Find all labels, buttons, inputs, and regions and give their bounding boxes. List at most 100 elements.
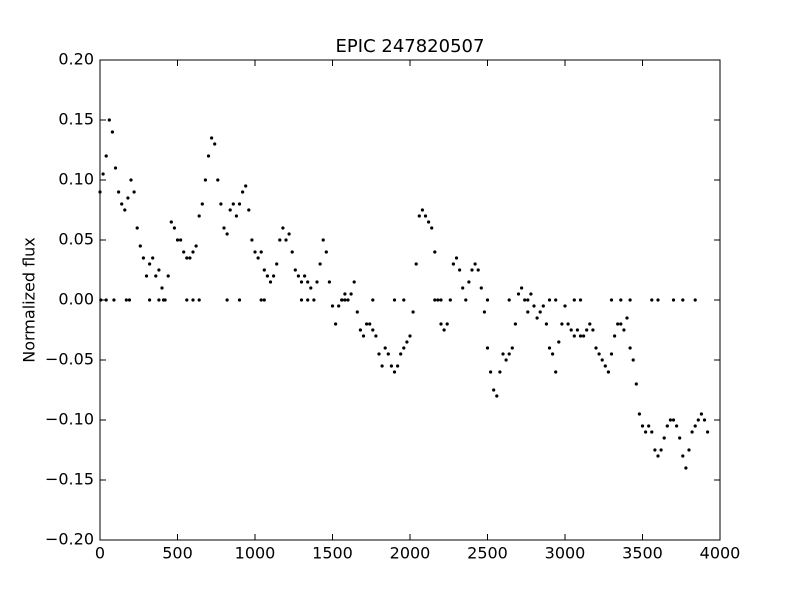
x-tick-label: 0 xyxy=(95,544,105,563)
point xyxy=(532,304,536,308)
point xyxy=(259,250,263,254)
point xyxy=(392,298,397,302)
point xyxy=(306,298,310,302)
y-tick-label: 0.15 xyxy=(58,110,94,129)
y-tick-label: 0.20 xyxy=(58,50,94,69)
point xyxy=(501,352,505,356)
point xyxy=(206,154,211,158)
point xyxy=(172,226,176,230)
point xyxy=(706,430,710,434)
point xyxy=(368,322,372,326)
point xyxy=(166,274,170,278)
point xyxy=(433,298,437,302)
point xyxy=(225,298,229,302)
point xyxy=(485,346,490,350)
point xyxy=(244,184,248,188)
point xyxy=(349,292,353,296)
point xyxy=(687,448,691,452)
point xyxy=(582,334,586,338)
point xyxy=(684,466,688,470)
point xyxy=(386,352,390,356)
point xyxy=(609,352,614,356)
point xyxy=(659,448,663,452)
point xyxy=(442,328,446,332)
point xyxy=(414,262,418,266)
point xyxy=(520,286,524,290)
point xyxy=(247,208,251,212)
point xyxy=(148,298,152,302)
point xyxy=(222,226,226,230)
point xyxy=(423,214,428,218)
point xyxy=(124,298,128,302)
point xyxy=(141,256,145,260)
point xyxy=(334,322,338,326)
x-tick-label: 1000 xyxy=(235,544,276,563)
point xyxy=(253,250,257,254)
point xyxy=(662,436,666,440)
point xyxy=(355,310,359,314)
point xyxy=(619,322,623,326)
point xyxy=(591,328,595,332)
point xyxy=(392,370,397,374)
point xyxy=(157,268,161,272)
x-tick-label: 1500 xyxy=(312,544,353,563)
point xyxy=(303,274,307,278)
point xyxy=(597,352,601,356)
point xyxy=(262,298,266,302)
point xyxy=(113,166,118,170)
point xyxy=(572,334,576,338)
point xyxy=(216,178,220,182)
point xyxy=(560,322,564,326)
point xyxy=(513,322,518,326)
point xyxy=(408,334,412,338)
point xyxy=(132,190,136,194)
point xyxy=(417,214,421,218)
point xyxy=(609,298,614,302)
point xyxy=(628,298,632,302)
point xyxy=(529,292,533,296)
point xyxy=(154,274,158,278)
point xyxy=(175,238,180,242)
point xyxy=(650,430,654,434)
point xyxy=(619,298,623,302)
point xyxy=(603,364,607,368)
point xyxy=(383,346,387,350)
point xyxy=(464,298,468,302)
point xyxy=(380,364,384,368)
point xyxy=(365,322,369,326)
point xyxy=(535,316,539,320)
point xyxy=(200,202,204,206)
point xyxy=(241,190,245,194)
point xyxy=(696,418,700,422)
point xyxy=(616,322,620,326)
point xyxy=(281,226,285,230)
point xyxy=(197,298,201,302)
point xyxy=(613,334,617,338)
point xyxy=(343,292,347,296)
point xyxy=(225,232,229,236)
point xyxy=(268,280,273,284)
point xyxy=(637,412,642,416)
point xyxy=(594,346,598,350)
point xyxy=(420,208,424,212)
point xyxy=(482,310,486,314)
y-tick-label: −0.05 xyxy=(45,350,94,369)
point xyxy=(104,154,108,158)
point xyxy=(340,298,344,302)
point xyxy=(640,424,645,428)
point xyxy=(402,346,406,350)
point xyxy=(675,424,679,428)
point xyxy=(628,346,632,350)
point xyxy=(389,364,393,368)
point xyxy=(374,334,378,338)
point xyxy=(405,340,409,344)
point xyxy=(343,298,347,302)
point xyxy=(129,178,133,182)
point xyxy=(451,262,455,266)
point xyxy=(144,274,149,278)
point xyxy=(653,448,657,452)
point xyxy=(262,268,266,272)
point xyxy=(358,328,362,332)
point xyxy=(337,304,341,308)
point xyxy=(492,388,496,392)
